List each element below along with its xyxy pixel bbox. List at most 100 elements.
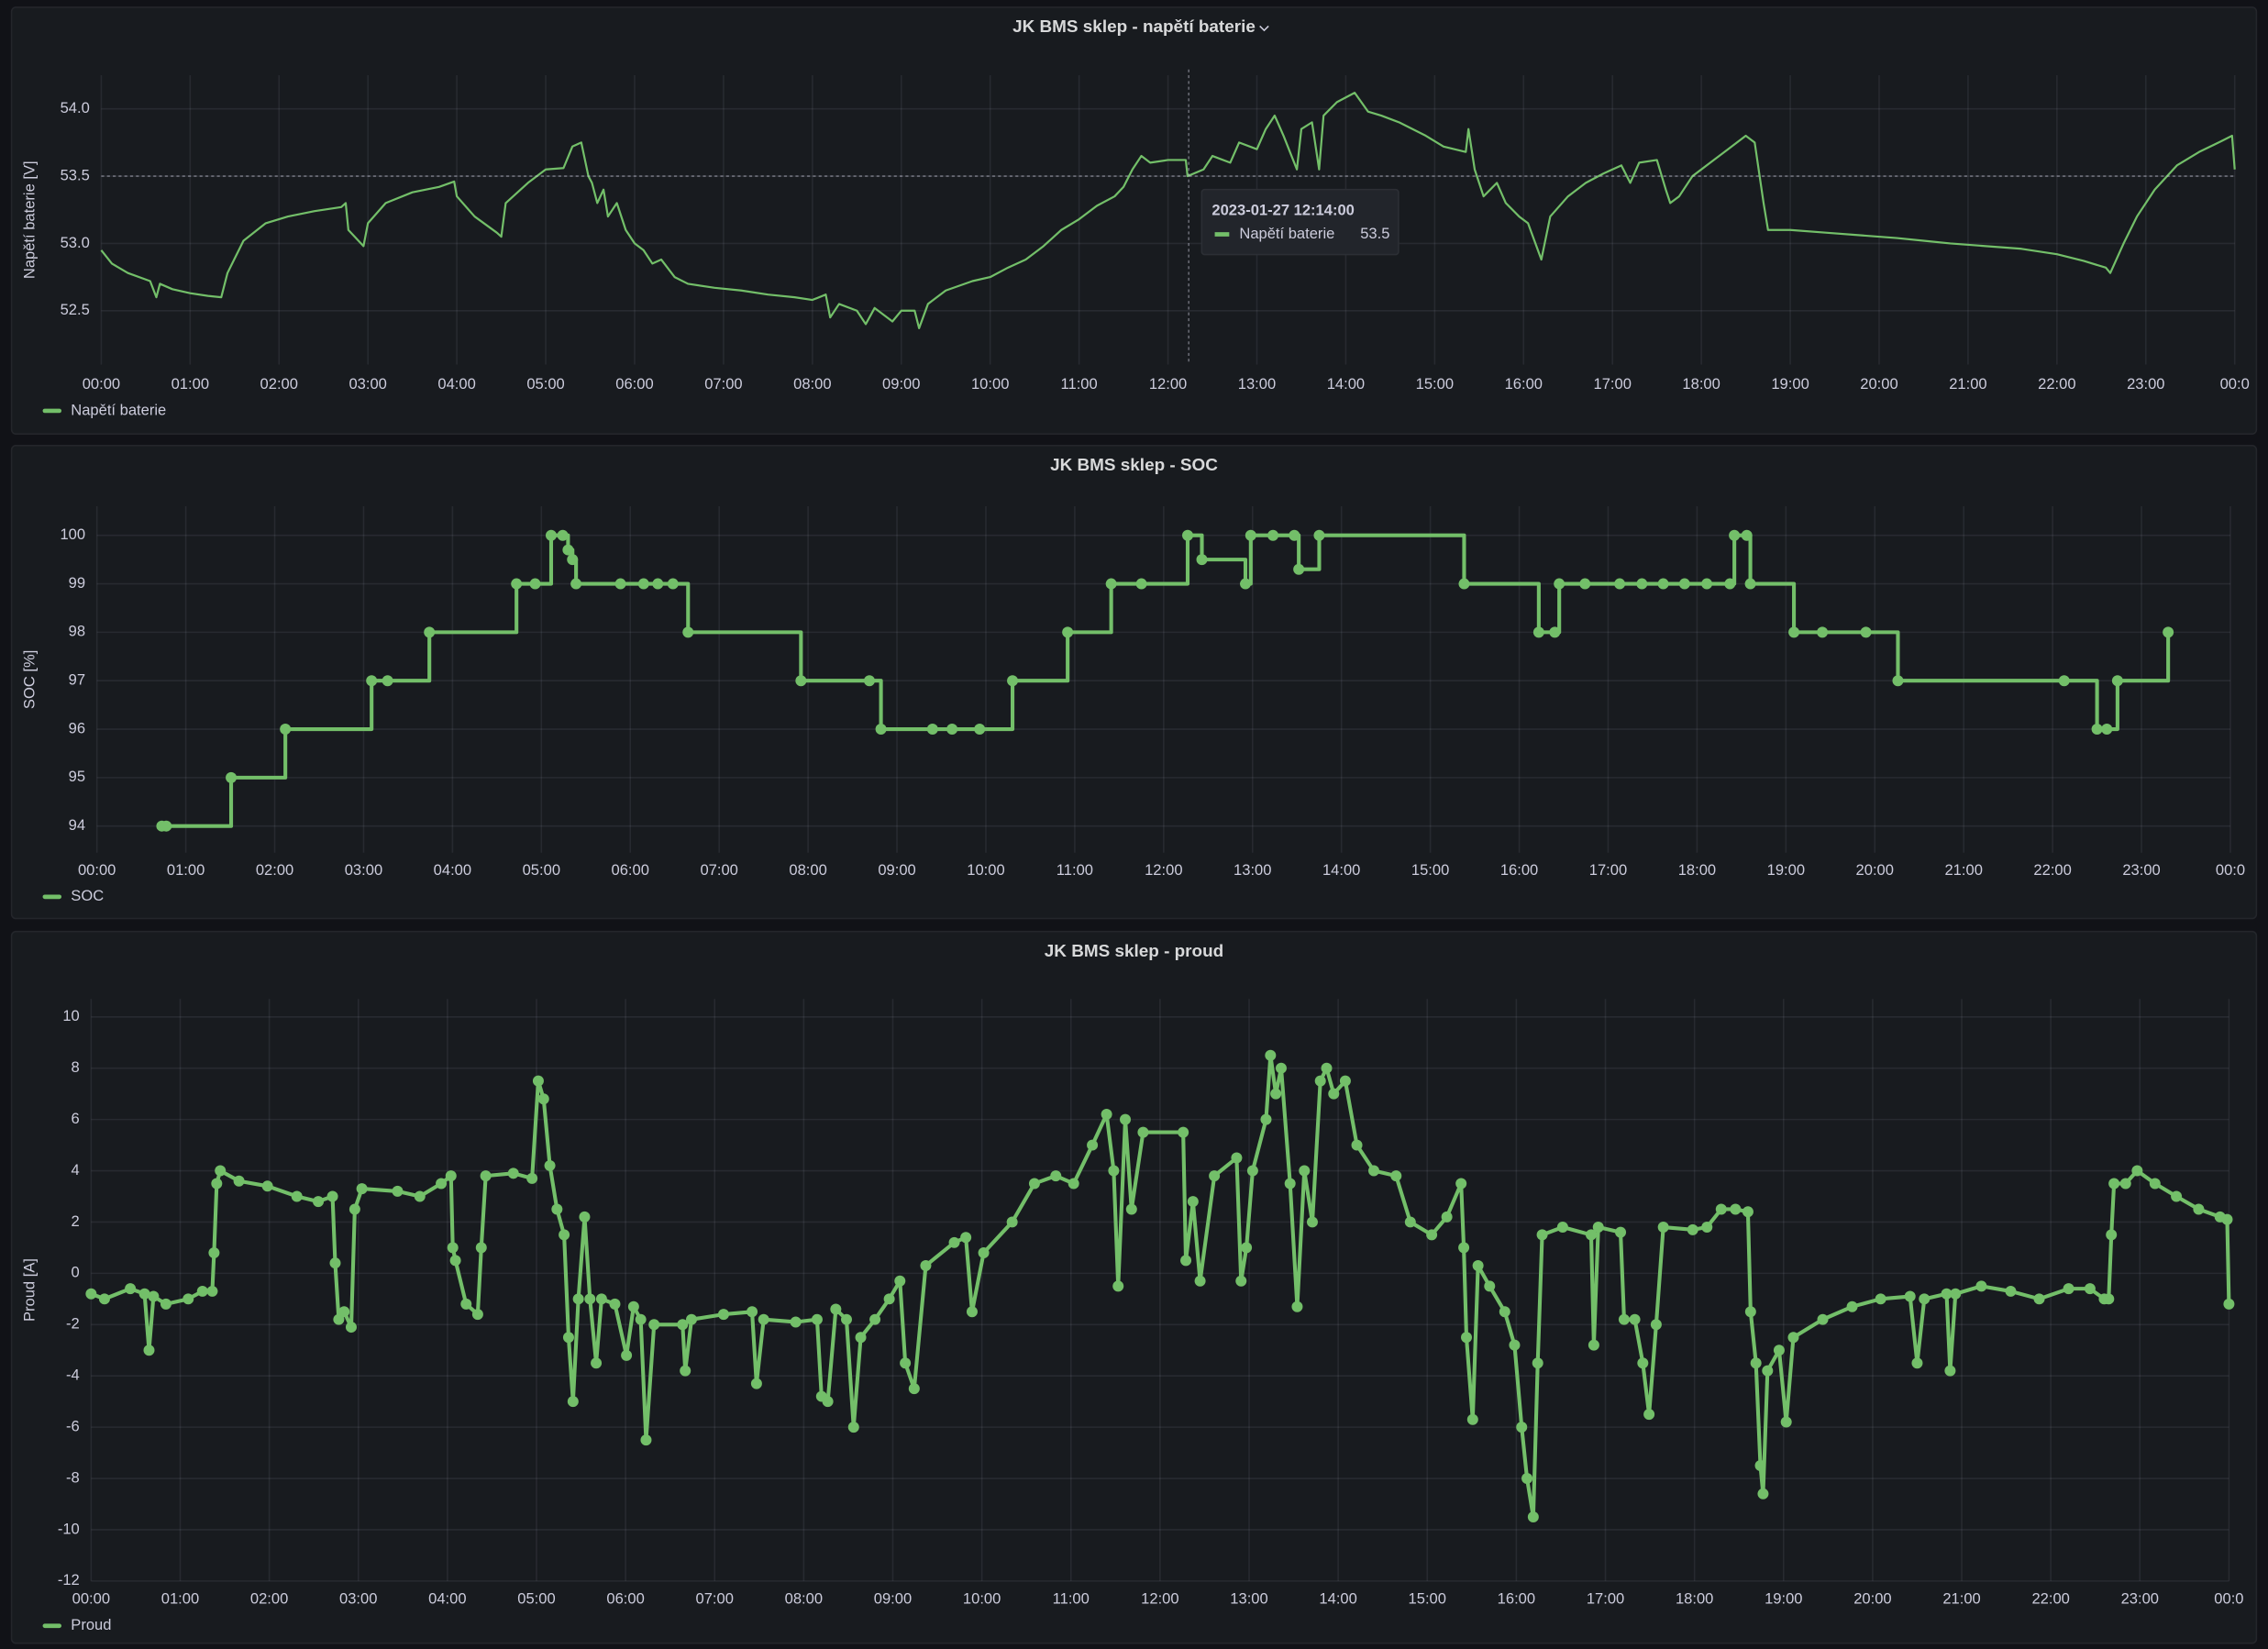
x-tick-label: 22:00 [2033,861,2071,879]
data-point [2005,1285,2017,1297]
data-point [1532,1357,1543,1369]
x-tick-label: 00:00 [83,375,120,393]
x-tick-label: 10:00 [967,861,1004,879]
x-tick-label: 10:00 [971,375,1009,393]
data-point [1267,529,1279,541]
data-point [148,1290,160,1302]
data-point [894,1275,906,1287]
data-point [637,578,649,590]
data-point [584,1293,596,1305]
y-tick-label: -10 [58,1520,80,1537]
data-point [291,1190,303,1202]
data-point [1313,529,1325,541]
data-point [1108,1165,1120,1177]
data-point [1404,1216,1416,1228]
y-tick-label: 4 [72,1161,80,1179]
data-point [1321,1062,1333,1074]
data-point [1455,1178,1467,1190]
data-point [98,1293,110,1305]
y-tick-label: 94 [69,816,85,834]
x-tick-label: 23:00 [2122,861,2160,879]
data-point [475,1242,487,1254]
data-point [864,675,875,687]
data-point [507,1168,519,1179]
data-point [424,626,436,638]
panel-title: JK BMS sklep - napětí baterie [1012,17,1256,37]
data-point [1245,529,1256,541]
data-point [2106,1229,2118,1241]
data-point [447,1242,459,1254]
data-point [160,1298,171,1310]
data-point [758,1313,769,1325]
x-tick-label: 15:00 [1411,861,1449,879]
y-tick-label: 98 [69,623,85,640]
data-point [1687,1223,1698,1235]
data-point [567,1396,579,1408]
data-point [1817,1313,1829,1325]
data-point [1944,1365,1956,1377]
data-point [1137,1126,1149,1138]
x-tick-label: 07:00 [704,375,742,393]
data-point [1194,1275,1206,1287]
data-point [1426,1229,1438,1241]
data-point [1178,1126,1189,1138]
legend-label: Napětí baterie [71,401,166,418]
x-tick-label: 04:00 [428,1590,466,1608]
data-point [85,1288,97,1300]
x-tick-label: 02:00 [250,1590,288,1608]
data-point [2221,1213,2233,1225]
data-point [1817,626,1829,638]
x-tick-label: 19:00 [1765,1590,1802,1608]
x-tick-label: 00:0 [2216,861,2245,879]
data-point [966,1306,978,1318]
data-point [1270,1088,1282,1100]
data-point [1614,578,1626,590]
data-point [609,1298,621,1310]
data-point [1724,578,1736,590]
x-tick-label: 18:00 [1682,375,1720,393]
data-point [537,1093,549,1105]
y-tick-label: 97 [69,671,85,689]
x-tick-label: 22:00 [2038,375,2075,393]
y-tick-label: 0 [72,1264,80,1281]
data-point [1787,1332,1799,1344]
data-point [1788,626,1800,638]
data-point [1588,1339,1599,1351]
data-point [948,1236,960,1248]
data-point [1112,1280,1124,1292]
data-point [2091,724,2103,736]
data-point [1472,1259,1484,1271]
data-point [652,578,664,590]
y-tick-label: 10 [62,1007,79,1024]
data-point [1950,1288,1962,1300]
x-tick-label: 00:0 [2214,1590,2243,1608]
data-point [532,1075,544,1087]
x-tick-label: 04:00 [434,861,471,879]
data-point [680,1365,691,1377]
x-tick-label: 03:00 [345,861,382,879]
data-point [811,1313,823,1325]
series-line [90,1053,2231,1520]
x-tick-label: 11:00 [1053,1590,1090,1608]
data-point [2193,1203,2205,1215]
x-tick-label: 11:00 [1061,375,1098,393]
y-tick-label: -12 [58,1571,80,1588]
data-point [1904,1290,1916,1302]
data-point [1246,1165,1258,1177]
data-point [1306,1216,1318,1228]
data-point [2149,1178,2161,1190]
data-point [667,578,679,590]
data-point [1643,1409,1655,1421]
x-tick-label: 15:00 [1409,1590,1446,1608]
x-tick-label: 08:00 [793,375,831,393]
data-point [1509,1339,1521,1351]
x-tick-label: 12:00 [1141,1590,1178,1608]
data-point [635,1313,647,1325]
x-tick-label: 18:00 [1678,861,1716,879]
panel [10,6,2258,435]
data-point [1231,1152,1243,1164]
data-point [1028,1178,1040,1190]
tooltip-time: 2023-01-27 12:14:00 [1211,202,1354,219]
data-point [1846,1300,1858,1312]
data-point [1754,1460,1766,1472]
